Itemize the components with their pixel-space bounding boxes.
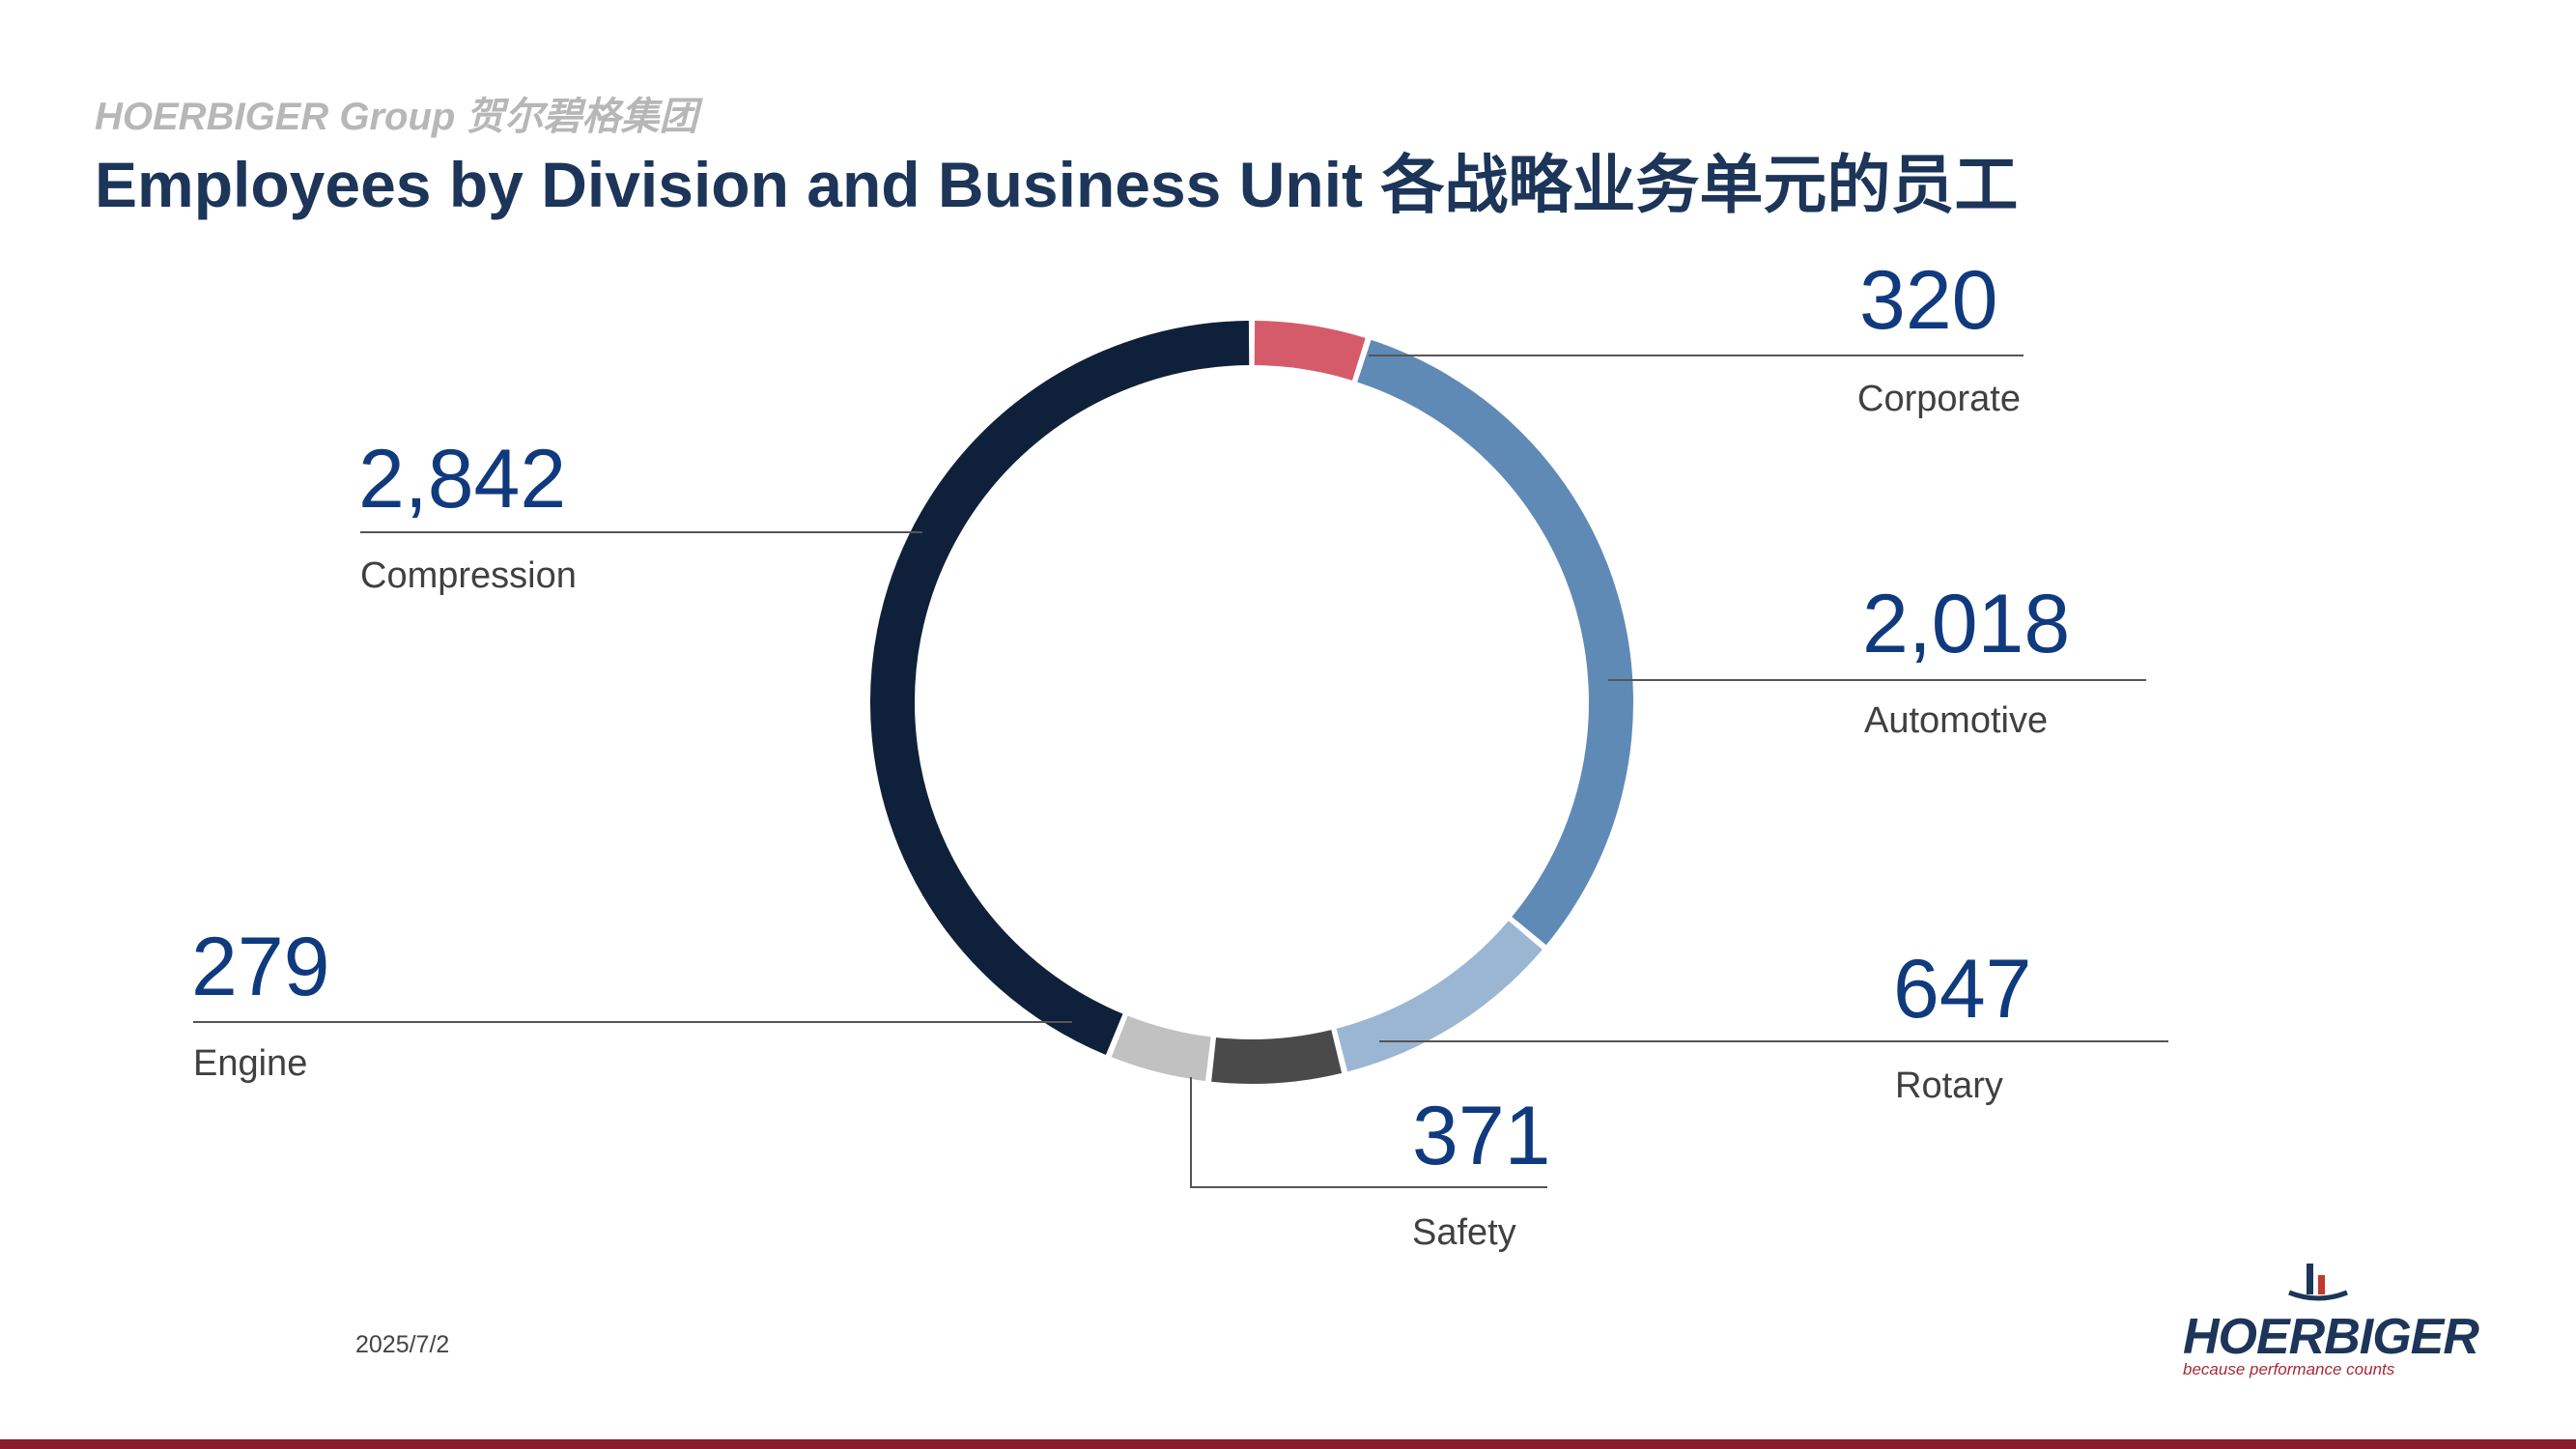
hoerbiger-logo: HOERBIGER because performance counts <box>2173 1256 2479 1386</box>
category-label-safety: Safety <box>1412 1212 1516 1253</box>
bottom-bar <box>0 1439 2576 1449</box>
leader-line-safety <box>1190 1077 1547 1188</box>
footer-date: 2025/7/2 <box>355 1331 450 1358</box>
category-label-engine: Engine <box>193 1043 307 1084</box>
logo-tagline: because performance counts <box>2183 1360 2395 1378</box>
value-label-compression: 2,842 <box>358 433 566 526</box>
category-label-rotary: Rotary <box>1895 1065 2003 1106</box>
value-label-safety: 371 <box>1412 1090 1551 1182</box>
page-title: Employees by Division and Business Unit … <box>95 149 2019 220</box>
value-label-automotive: 2,018 <box>1862 578 2070 670</box>
category-label-corporate: Corporate <box>1857 379 2021 419</box>
value-label-corporate: 320 <box>1859 254 1998 347</box>
donut-slice-automotive <box>1357 339 1633 946</box>
donut-slice-safety <box>1211 1030 1343 1084</box>
logo-mark-icon <box>2288 1264 2348 1301</box>
donut-slice-compression <box>870 321 1250 1055</box>
donut-slice-corporate <box>1254 321 1366 381</box>
group-label: HOERBIGER Group 贺尔碧格集团 <box>95 96 698 138</box>
value-label-engine: 279 <box>191 921 330 1013</box>
donut-slice-rotary <box>1336 921 1543 1072</box>
value-label-rotary: 647 <box>1893 943 2032 1036</box>
donut-slice-engine <box>1111 1015 1211 1082</box>
category-label-compression: Compression <box>360 555 577 596</box>
category-label-automotive: Automotive <box>1864 700 2048 741</box>
logo-wordmark: HOERBIGER <box>2183 1309 2479 1365</box>
